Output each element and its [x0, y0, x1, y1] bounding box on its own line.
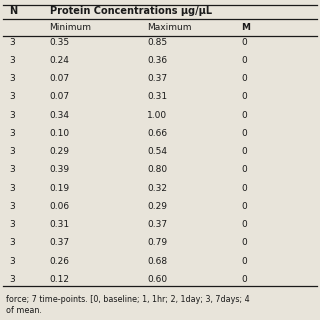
Text: force; 7 time-points. [0, baseline; 1, 1hr; 2, 1day; 3, 7days; 4: force; 7 time-points. [0, baseline; 1, 1…: [6, 295, 250, 304]
Text: 0.19: 0.19: [50, 184, 70, 193]
Text: 0: 0: [242, 74, 247, 83]
Text: 0.66: 0.66: [147, 129, 167, 138]
Text: 3: 3: [10, 220, 15, 229]
Text: 0.54: 0.54: [147, 147, 167, 156]
Text: 1.00: 1.00: [147, 111, 167, 120]
Text: 3: 3: [10, 257, 15, 266]
Text: 0.37: 0.37: [50, 238, 70, 247]
Text: 3: 3: [10, 92, 15, 101]
Text: Minimum: Minimum: [50, 23, 92, 32]
Text: 0.36: 0.36: [147, 56, 167, 65]
Text: Protein Concentrations μg/μL: Protein Concentrations μg/μL: [50, 6, 212, 16]
Text: 0: 0: [242, 238, 247, 247]
Text: 3: 3: [10, 111, 15, 120]
Text: 0.07: 0.07: [50, 92, 70, 101]
Text: 3: 3: [10, 202, 15, 211]
Text: 0.29: 0.29: [50, 147, 70, 156]
Text: 0.10: 0.10: [50, 129, 70, 138]
Text: 0: 0: [242, 111, 247, 120]
Text: 0.34: 0.34: [50, 111, 70, 120]
Text: 0.24: 0.24: [50, 56, 69, 65]
Text: 0.07: 0.07: [50, 74, 70, 83]
Text: 3: 3: [10, 74, 15, 83]
Text: 0.80: 0.80: [147, 165, 167, 174]
Text: 0.32: 0.32: [147, 184, 167, 193]
Text: 0: 0: [242, 184, 247, 193]
Text: 0.37: 0.37: [147, 220, 167, 229]
Text: 3: 3: [10, 184, 15, 193]
Text: 0.85: 0.85: [147, 38, 167, 47]
Text: 0.39: 0.39: [50, 165, 70, 174]
Text: 0.31: 0.31: [147, 92, 167, 101]
Text: 0: 0: [242, 257, 247, 266]
Text: 0: 0: [242, 38, 247, 47]
Text: 0.29: 0.29: [147, 202, 167, 211]
Text: 0.26: 0.26: [50, 257, 70, 266]
Text: 3: 3: [10, 238, 15, 247]
Text: 0: 0: [242, 220, 247, 229]
Text: 0.12: 0.12: [50, 275, 70, 284]
Text: Maximum: Maximum: [147, 23, 192, 32]
Text: 3: 3: [10, 275, 15, 284]
Text: 3: 3: [10, 56, 15, 65]
Text: 0.60: 0.60: [147, 275, 167, 284]
Text: 3: 3: [10, 129, 15, 138]
Text: 0: 0: [242, 202, 247, 211]
Text: N: N: [10, 6, 18, 16]
Text: 0: 0: [242, 147, 247, 156]
Text: 0.68: 0.68: [147, 257, 167, 266]
Text: 0: 0: [242, 275, 247, 284]
Text: 0.37: 0.37: [147, 74, 167, 83]
Text: 3: 3: [10, 38, 15, 47]
Text: 0.31: 0.31: [50, 220, 70, 229]
Text: 3: 3: [10, 147, 15, 156]
Text: of mean.: of mean.: [6, 306, 42, 315]
Text: 0.06: 0.06: [50, 202, 70, 211]
Text: 0: 0: [242, 165, 247, 174]
Text: 3: 3: [10, 165, 15, 174]
Text: 0: 0: [242, 56, 247, 65]
Text: 0: 0: [242, 92, 247, 101]
Text: M: M: [242, 23, 251, 32]
Text: 0: 0: [242, 129, 247, 138]
Text: 0.79: 0.79: [147, 238, 167, 247]
Text: 0.35: 0.35: [50, 38, 70, 47]
